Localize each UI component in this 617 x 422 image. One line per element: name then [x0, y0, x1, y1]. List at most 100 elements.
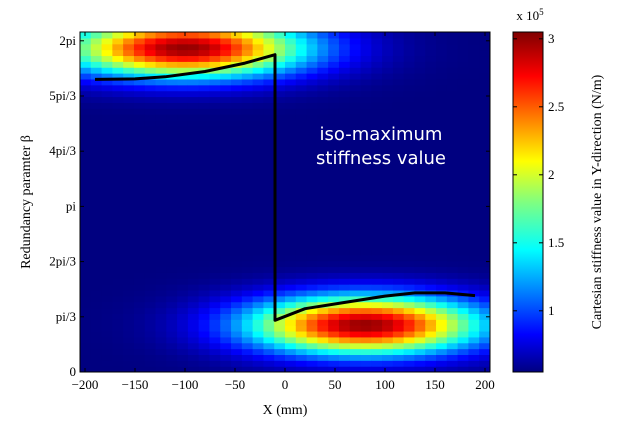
heat-cell [144, 348, 157, 356]
heat-cell [177, 90, 189, 98]
heat-cell [274, 143, 286, 150]
heat-cell [187, 190, 200, 197]
heat-cell [155, 243, 167, 250]
colorbar [512, 31, 544, 373]
heat-cell [101, 102, 113, 109]
heat-cell [274, 73, 286, 80]
heat-cell [285, 278, 297, 285]
heat-cell [479, 360, 490, 367]
heat-cell [252, 108, 265, 115]
heat-cell [328, 325, 340, 332]
heat-cell [285, 96, 297, 103]
heat-cell [285, 284, 297, 291]
heat-cell [133, 78, 146, 86]
heat-cell [446, 225, 459, 232]
annotation-line-1: iso-maximum [320, 124, 443, 145]
heat-cell [446, 114, 459, 121]
heat-cell [468, 219, 480, 227]
heat-cell [425, 172, 437, 180]
heat-cell [360, 96, 372, 103]
heat-cell [468, 61, 480, 68]
heat-cell [155, 137, 167, 144]
heat-cell [306, 84, 318, 92]
heat-cell [479, 266, 490, 273]
heat-cell [220, 178, 232, 186]
heat-cell [295, 237, 308, 244]
heat-cell [144, 336, 157, 344]
heat-cell [468, 196, 480, 203]
heat-cell [177, 137, 189, 144]
heat-cell [446, 213, 459, 221]
heat-cell [123, 225, 135, 232]
heat-cell [80, 272, 92, 279]
heat-cell [144, 131, 157, 139]
heat-cell [328, 137, 340, 144]
heat-cell [274, 248, 286, 256]
heat-cell [101, 160, 113, 168]
heat-cell [403, 225, 416, 232]
heat-cell [295, 166, 308, 174]
heat-cell [90, 342, 103, 350]
heat-cell [457, 73, 470, 80]
heat-cell [80, 360, 92, 367]
heat-cell [144, 266, 157, 273]
heat-cell [295, 55, 308, 62]
heat-cell [371, 114, 383, 121]
heat-cell [133, 96, 146, 103]
heat-cell [252, 172, 265, 180]
heat-cell [198, 301, 211, 309]
heat-cell [155, 289, 167, 297]
heat-cell [241, 342, 254, 350]
heat-cell [468, 160, 480, 168]
heat-cell [392, 114, 405, 121]
heat-cell [338, 78, 351, 86]
heat-cell [220, 96, 232, 103]
heat-cell [338, 342, 351, 350]
heat-cell [112, 307, 124, 314]
heat-cell [468, 295, 480, 303]
heat-cell [263, 96, 275, 103]
heat-cell [285, 160, 297, 168]
heat-cell [349, 295, 362, 303]
heat-cell [90, 61, 103, 68]
heat-cell [371, 243, 383, 250]
heat-cell [425, 166, 437, 174]
heat-cell [133, 219, 146, 227]
colorbar-ticks: 11.522.53 [513, 31, 564, 318]
heat-cell [371, 202, 383, 209]
heat-cell [263, 202, 275, 209]
heat-cell [252, 119, 265, 127]
heat-cell [90, 207, 103, 215]
heat-cell [306, 155, 318, 162]
heat-cell [371, 207, 383, 215]
heat-cell [90, 225, 103, 232]
heat-cell [360, 137, 372, 144]
heat-cell [446, 108, 459, 115]
heat-cell [80, 37, 92, 45]
heat-cell [198, 254, 211, 262]
heat-cell [220, 49, 232, 57]
heat-cell [209, 202, 221, 209]
heat-cell [403, 272, 416, 279]
heat-cell [403, 342, 416, 350]
heat-cell [263, 272, 275, 279]
heat-cell [392, 348, 405, 356]
heat-cell [187, 149, 200, 156]
heat-cell [252, 330, 265, 338]
heat-cell [446, 342, 459, 350]
heat-cell [241, 114, 254, 121]
heat-cell [392, 213, 405, 221]
heat-cell [90, 354, 103, 361]
heat-cell [166, 137, 178, 144]
heat-cell [274, 301, 286, 309]
heat-cell [220, 325, 232, 332]
heat-cell [317, 119, 329, 127]
heat-cell [285, 102, 297, 109]
heat-cell [155, 172, 167, 180]
heat-cell [123, 336, 135, 344]
heat-cell [371, 213, 383, 221]
heat-cell [306, 225, 318, 232]
heat-cell [166, 55, 178, 62]
heat-cell [403, 143, 416, 150]
